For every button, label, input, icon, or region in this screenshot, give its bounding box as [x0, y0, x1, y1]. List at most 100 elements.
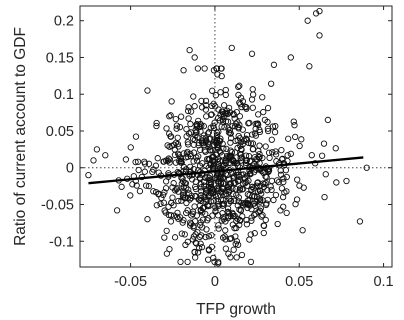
- y-tick-label: 0.2: [54, 14, 74, 30]
- data-point: [294, 176, 301, 183]
- data-point: [172, 115, 179, 123]
- data-point: [249, 183, 256, 191]
- data-point: [278, 185, 286, 192]
- data-point: [179, 175, 186, 182]
- data-point: [266, 154, 273, 162]
- data-point: [268, 186, 275, 194]
- data-point: [132, 158, 139, 166]
- data-point: [197, 222, 204, 229]
- data-point: [192, 178, 199, 185]
- data-point: [232, 179, 239, 186]
- data-point: [232, 233, 239, 240]
- data-point: [185, 115, 192, 122]
- data-point: [213, 132, 221, 139]
- data-point: [222, 118, 230, 125]
- x-axis-title: TFP growth: [196, 301, 276, 318]
- data-point: [195, 153, 202, 160]
- data-point: [170, 141, 178, 148]
- data-point: [201, 65, 208, 72]
- data-point: [167, 218, 175, 225]
- data-point: [179, 178, 187, 185]
- data-point: [296, 142, 303, 150]
- data-point: [229, 211, 237, 218]
- data-point: [236, 206, 243, 213]
- data-point: [244, 191, 252, 198]
- data-point: [231, 225, 238, 232]
- data-point: [223, 152, 231, 160]
- data-point: [236, 216, 243, 224]
- data-point: [205, 128, 213, 136]
- data-point: [256, 153, 263, 161]
- data-point: [183, 199, 190, 207]
- data-point: [221, 124, 228, 131]
- data-point: [175, 197, 182, 205]
- data-point: [247, 258, 255, 265]
- data-point: [304, 17, 311, 24]
- data-point: [245, 139, 252, 147]
- data-point: [215, 225, 222, 232]
- data-point: [167, 112, 174, 119]
- data-point: [189, 236, 197, 243]
- data-point: [157, 200, 164, 207]
- data-point: [235, 194, 242, 201]
- y-tick-label: 0.1: [54, 87, 74, 103]
- data-point: [190, 158, 197, 165]
- data-point: [234, 144, 241, 152]
- data-point: [193, 240, 200, 247]
- data-point: [160, 199, 167, 206]
- data-point: [208, 232, 215, 239]
- data-point: [213, 184, 221, 192]
- data-point: [268, 136, 275, 143]
- data-point: [193, 157, 201, 164]
- data-point: [287, 150, 295, 157]
- data-point: [241, 174, 248, 181]
- data-point: [252, 132, 260, 139]
- data-point: [242, 152, 250, 159]
- data-point: [272, 151, 280, 158]
- data-point: [207, 183, 215, 191]
- data-point: [285, 135, 292, 142]
- data-point: [180, 163, 188, 171]
- data-point: [198, 243, 206, 251]
- data-point: [222, 236, 229, 243]
- data-point: [243, 131, 251, 139]
- data-point: [226, 235, 233, 243]
- data-point: [246, 197, 253, 204]
- data-point: [235, 124, 242, 131]
- data-point: [320, 140, 328, 147]
- data-point: [168, 98, 175, 105]
- data-point: [210, 124, 218, 132]
- data-point: [222, 91, 229, 99]
- data-point: [194, 229, 201, 236]
- data-point: [210, 100, 217, 107]
- data-point: [198, 122, 205, 129]
- data-point: [165, 203, 172, 210]
- data-point: [214, 135, 221, 142]
- data-point: [247, 157, 254, 165]
- data-point: [243, 136, 250, 143]
- data-point: [215, 141, 222, 148]
- data-point: [231, 212, 238, 220]
- data-point: [234, 119, 241, 126]
- data-point: [255, 147, 262, 155]
- data-point: [249, 145, 257, 153]
- data-point: [218, 174, 225, 181]
- data-point: [256, 207, 264, 215]
- data-point: [192, 185, 200, 193]
- data-point: [212, 204, 219, 211]
- data-point: [161, 189, 168, 196]
- data-point: [190, 224, 197, 231]
- data-point: [264, 127, 272, 135]
- data-point: [322, 171, 329, 178]
- data-point: [238, 103, 245, 111]
- data-point: [251, 230, 258, 237]
- data-point: [190, 149, 198, 156]
- data-point: [277, 207, 284, 214]
- data-point: [183, 150, 190, 157]
- data-point: [236, 82, 243, 89]
- data-point: [145, 160, 153, 167]
- data-point: [154, 155, 161, 162]
- data-point: [248, 214, 255, 221]
- data-point: [221, 233, 228, 240]
